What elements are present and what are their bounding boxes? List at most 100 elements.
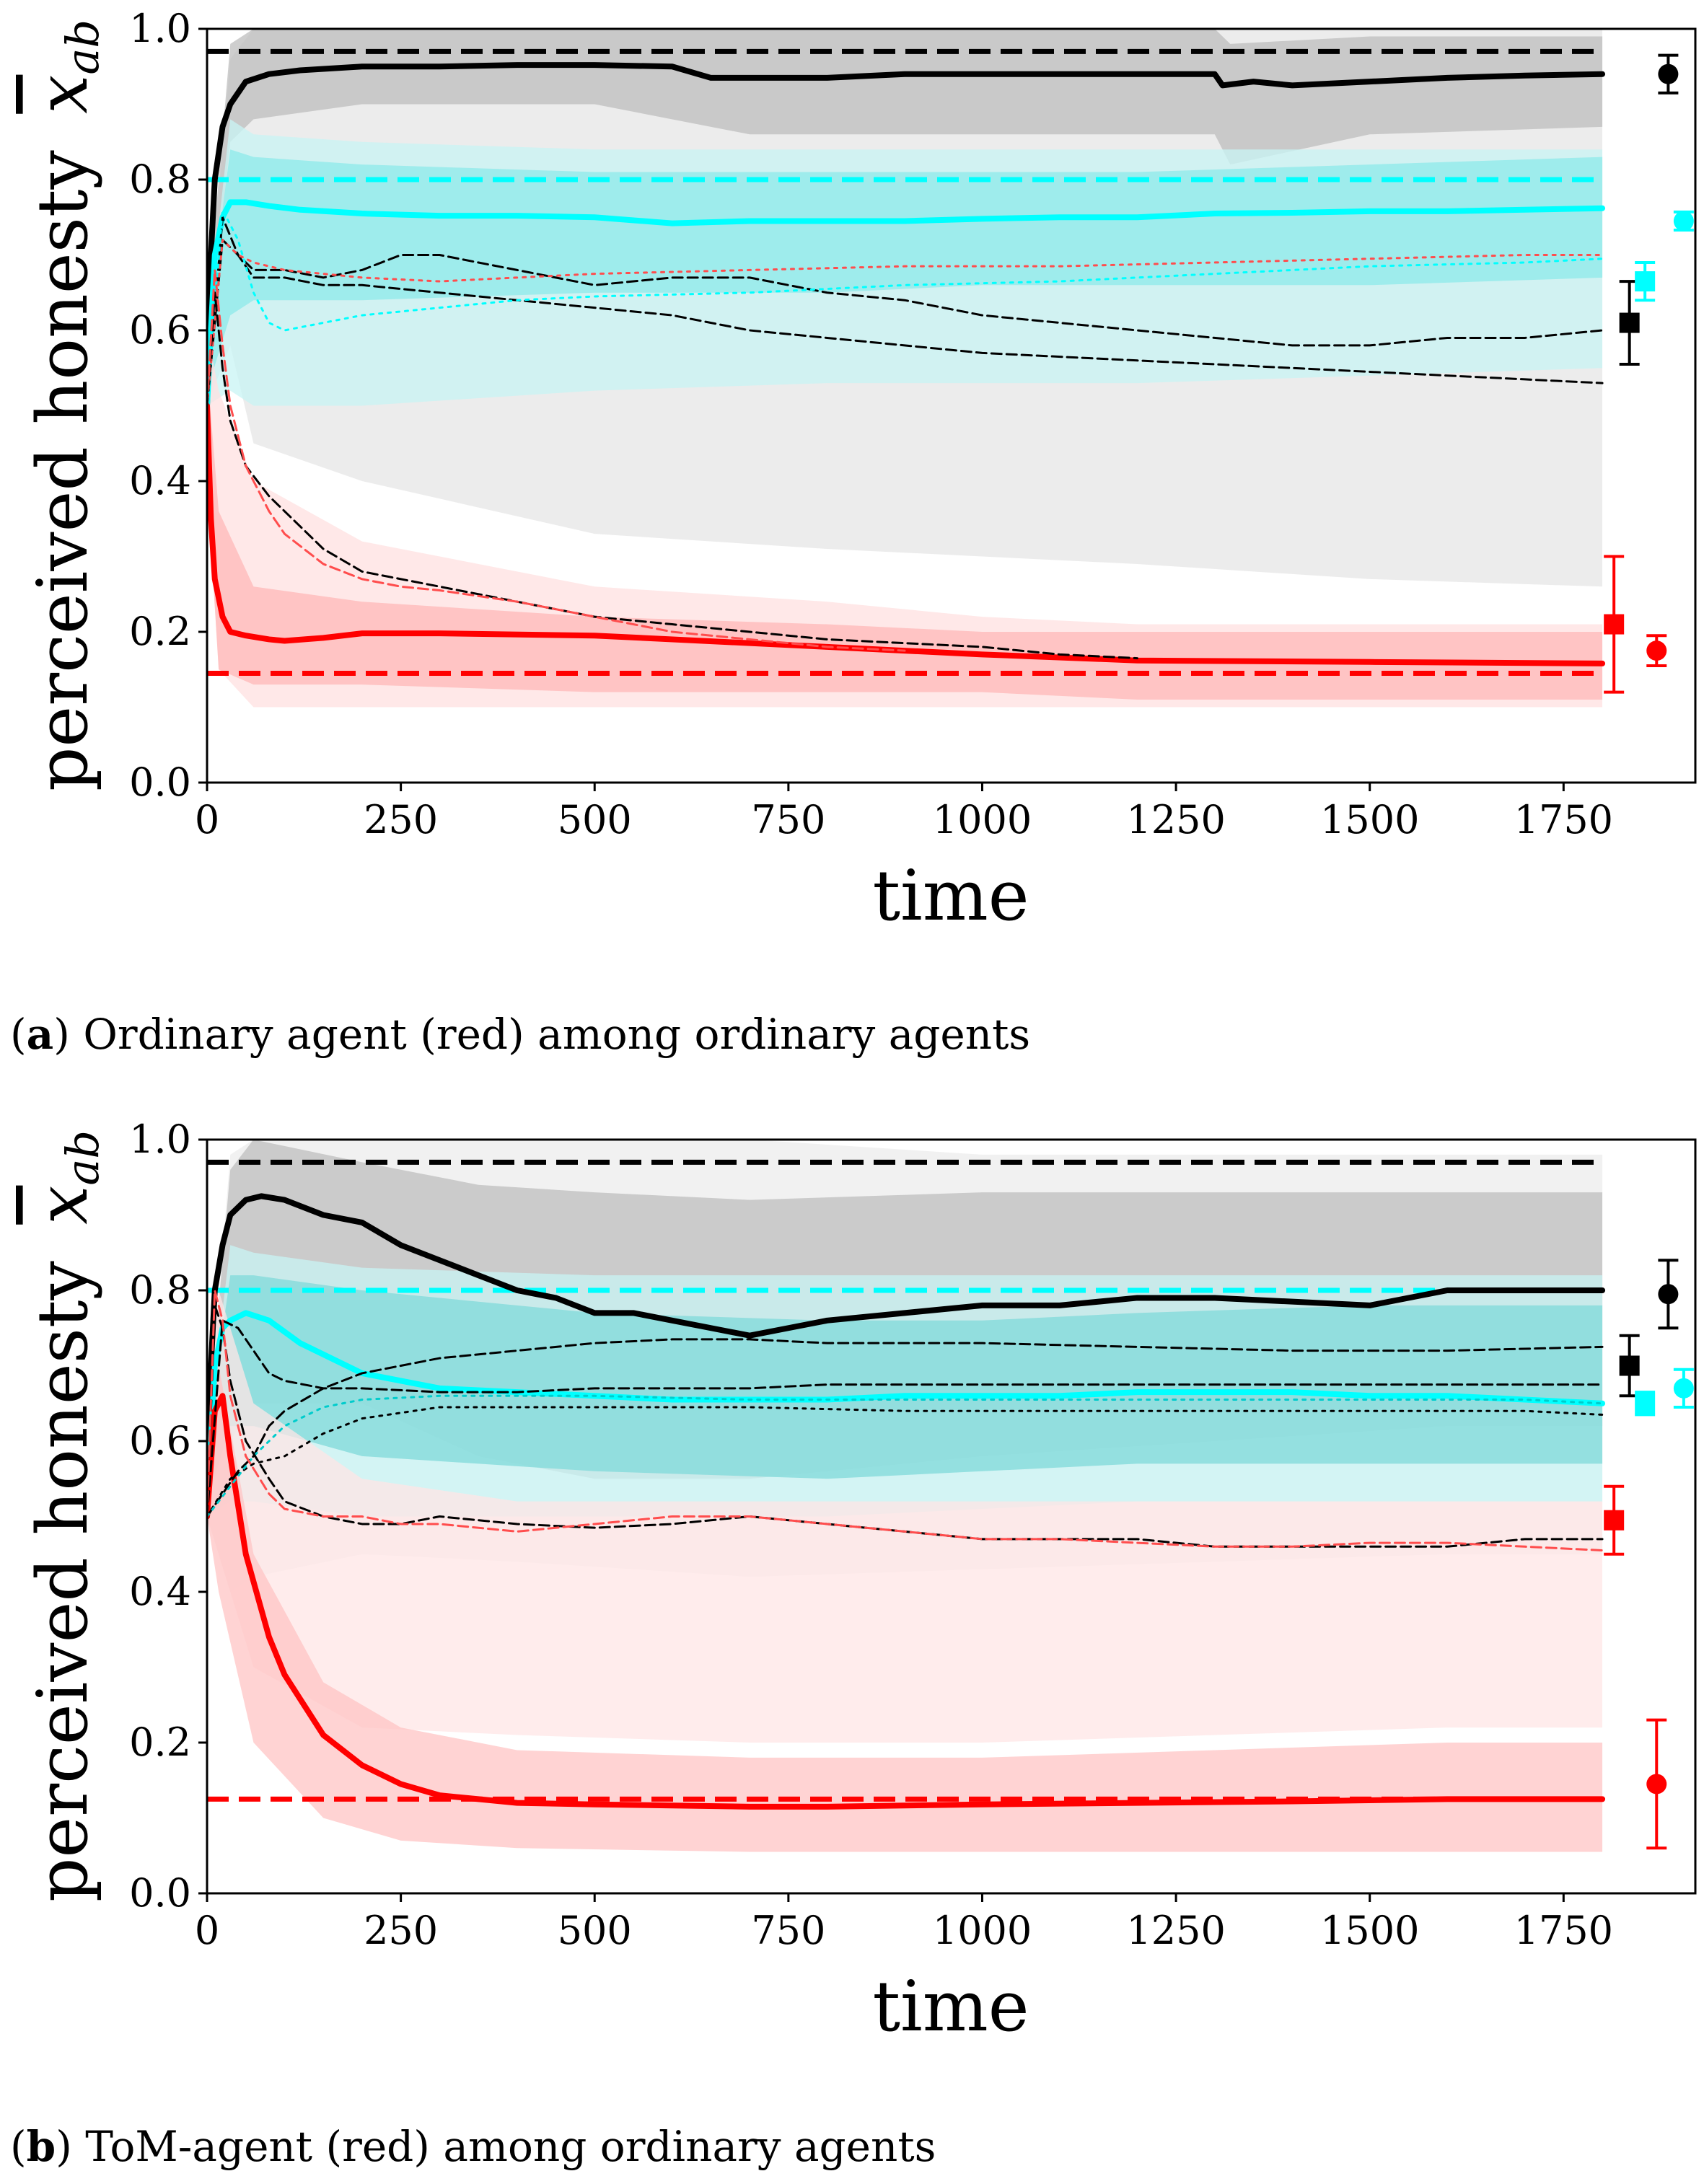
svg-text:perceived honesty xab: perceived honesty xab bbox=[22, 1130, 109, 1902]
black-circle-point-marker bbox=[1658, 1284, 1679, 1305]
caption-b-text: ToM-agent (red) among ordinary agents bbox=[85, 2122, 936, 2171]
error-points bbox=[1604, 1259, 1694, 1850]
x-tick-label: 1750 bbox=[1514, 1908, 1613, 1953]
x-tick-label: 500 bbox=[558, 797, 632, 842]
red-square-point bbox=[1604, 555, 1625, 694]
series-mix-line-2 bbox=[207, 216, 1604, 407]
red-square-point-marker bbox=[1604, 614, 1625, 635]
series-red-mid-2 bbox=[207, 1289, 1604, 1552]
cyan-circle-point bbox=[1673, 210, 1694, 232]
caption-a-text: Ordinary agent (red) among ordinary agen… bbox=[83, 1010, 1031, 1059]
series-black-mean bbox=[207, 1193, 1606, 1520]
red-square-point bbox=[1604, 1484, 1625, 1556]
red-circle-point-marker bbox=[1646, 640, 1667, 661]
cyan-circle-point bbox=[1673, 1368, 1694, 1409]
x-tick-label: 250 bbox=[364, 1908, 438, 1953]
red-band-inner bbox=[207, 1365, 1603, 1852]
x-tick-label: 1000 bbox=[933, 797, 1032, 842]
error-points bbox=[1604, 53, 1694, 694]
cyan-square-point-marker bbox=[1635, 1393, 1656, 1414]
x-axis-label: time bbox=[872, 855, 1029, 936]
y-tick-label: 0.8 bbox=[129, 157, 191, 202]
y-tick-label: 0.8 bbox=[129, 1267, 191, 1313]
series-dotted-line-1 bbox=[207, 208, 1604, 407]
chart-panel-b: 0 250 500 750 1000 1250 1500 1750 0.00.20.40.60… bbox=[22, 1117, 1697, 2047]
y-axis-ticks: 0.0 0.2 0.4 0.6 0.8 1.0 bbox=[129, 1117, 207, 1916]
confidence-bands bbox=[207, 29, 1603, 708]
plot-frame bbox=[206, 1138, 1697, 1895]
red-circle-point-marker bbox=[1646, 1774, 1667, 1795]
caption-a: (a) Ordinary agent (red) among ordinary … bbox=[10, 1010, 1031, 1059]
plot-area bbox=[206, 1138, 1697, 1895]
series-cyan-mean bbox=[207, 1310, 1606, 1520]
y-axis-label: perceived honesty xab bbox=[22, 1130, 109, 1902]
y-axis-label-text: perceived honesty bbox=[22, 150, 103, 791]
caption-b: (b) ToM-agent (red) among ordinary agent… bbox=[10, 2122, 936, 2171]
y-axis-label-subscript: ab bbox=[56, 1130, 109, 1186]
red-band-outer bbox=[207, 1290, 1603, 1743]
caption-a-letter: a bbox=[26, 1010, 54, 1059]
y-tick-label: 0.6 bbox=[129, 1418, 191, 1463]
red-circle-point bbox=[1646, 1718, 1667, 1850]
y-tick-label: 0.4 bbox=[129, 1569, 191, 1614]
svg-text:perceived honesty xab: perceived honesty xab bbox=[22, 19, 109, 791]
y-tick-label: 0.6 bbox=[129, 307, 191, 353]
x-tick-label: 250 bbox=[364, 797, 438, 842]
red-circle-point bbox=[1646, 634, 1667, 668]
reference-lines bbox=[207, 48, 1603, 676]
series-red-mean bbox=[207, 1393, 1606, 1810]
y-tick-label: 0.0 bbox=[129, 1870, 191, 1916]
confidence-bands bbox=[207, 1140, 1603, 1852]
y-tick-label: 0.2 bbox=[129, 1720, 191, 1765]
x-tick-label: 1250 bbox=[1126, 797, 1225, 842]
x-tick-label: 750 bbox=[751, 797, 825, 842]
black-circle-point-marker bbox=[1658, 63, 1679, 84]
y-tick-label: 1.0 bbox=[129, 6, 191, 51]
series-dotted-line-2 bbox=[207, 1394, 1604, 1518]
red-band-outer bbox=[207, 330, 1603, 708]
x-axis-label: time bbox=[872, 1966, 1029, 2047]
series-mix-line-1 bbox=[207, 239, 1604, 407]
black-square-point-marker bbox=[1619, 1355, 1640, 1376]
black-square-point bbox=[1619, 1334, 1640, 1398]
caption-b-letter: b bbox=[26, 2122, 56, 2171]
x-tick-label: 1500 bbox=[1320, 797, 1419, 842]
cyan-band-inner bbox=[207, 149, 1603, 391]
black-circle-point bbox=[1658, 53, 1679, 94]
series-lines bbox=[207, 62, 1606, 666]
x-tick-label: 0 bbox=[195, 1908, 219, 1953]
plot-area bbox=[206, 27, 1697, 784]
y-axis-label-text: perceived honesty bbox=[22, 1261, 103, 1902]
cyan-square-point-marker bbox=[1635, 271, 1656, 292]
black-circle-point bbox=[1658, 1259, 1679, 1330]
series-mix-line-1 bbox=[207, 1338, 1604, 1518]
red-band-inner bbox=[207, 368, 1603, 700]
cyan-square-point bbox=[1635, 260, 1656, 302]
x-tick-label: 0 bbox=[195, 797, 219, 842]
series-dotted-line-1 bbox=[207, 1406, 1604, 1518]
black-square-point bbox=[1619, 280, 1640, 366]
y-tick-label: 0.4 bbox=[129, 458, 191, 503]
y-axis-ticks: 0.0 0.2 0.4 0.6 0.8 1.0 bbox=[129, 6, 207, 805]
series-black-mean bbox=[207, 62, 1606, 409]
y-tick-label: 0.0 bbox=[129, 759, 191, 805]
y-tick-label: 1.0 bbox=[129, 1117, 191, 1162]
y-axis-label: perceived honesty xab bbox=[22, 19, 109, 791]
plot-frame bbox=[206, 27, 1697, 784]
y-axis-label-symbol: x bbox=[22, 75, 103, 114]
y-tick-label: 0.2 bbox=[129, 609, 191, 654]
series-cyan-mean bbox=[207, 199, 1606, 409]
series-red-mean bbox=[207, 402, 1606, 666]
series-red-decay-1 bbox=[207, 291, 1138, 660]
chart-panel-a: 0 250 500 750 1000 1250 1500 1750 0.00.20.40.60… bbox=[22, 6, 1697, 936]
x-tick-label: 500 bbox=[558, 1908, 632, 1953]
red-square-point-marker bbox=[1604, 1510, 1625, 1531]
series-lines bbox=[207, 1193, 1606, 1810]
series-red-decay-2 bbox=[207, 268, 906, 652]
series-mix-line-2 bbox=[207, 1319, 1604, 1518]
cyan-circle-point-marker bbox=[1673, 1378, 1694, 1399]
x-axis-ticks: 0 250 500 750 1000 1250 1500 1750 bbox=[195, 1893, 1613, 1953]
x-tick-label: 1000 bbox=[933, 1908, 1032, 1953]
cyan-square-point bbox=[1635, 1391, 1656, 1417]
x-tick-label: 750 bbox=[751, 1908, 825, 1953]
